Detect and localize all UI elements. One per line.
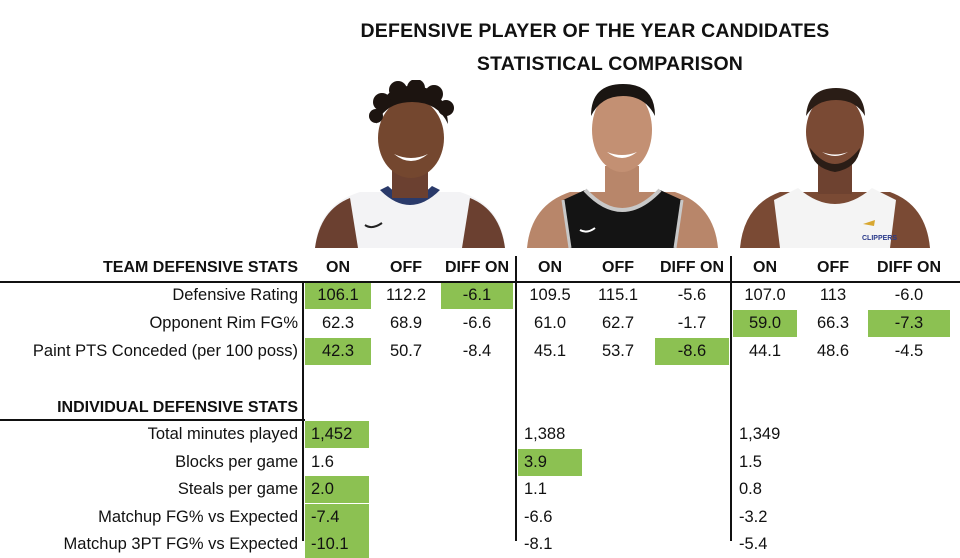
- cell-player-2-off: 53.7: [601, 342, 635, 360]
- page-title: DEFENSIVE PLAYER OF THE YEAR CANDIDATES: [360, 20, 830, 42]
- cell-player-3-on: 59.0: [733, 310, 797, 337]
- header-player-3-diff: DIFF ON: [877, 259, 941, 276]
- cell-player-2-diff: -1.7: [677, 314, 707, 332]
- row-label: Paint PTS Conceded (per 100 poss): [32, 342, 298, 360]
- cell-player-3-off: 113: [819, 286, 847, 304]
- cell-player-3-off: 66.3: [816, 314, 850, 332]
- cell-player-3-diff: -4.5: [894, 342, 924, 360]
- header-player-3-off: OFF: [817, 259, 849, 276]
- player-3-photo: CLIPPERS: [740, 88, 930, 248]
- header-player-1-diff: DIFF ON: [445, 259, 509, 276]
- jersey-text: CLIPPERS: [862, 235, 897, 242]
- player-1-photo: [315, 80, 505, 248]
- row-label: Total minutes played: [147, 425, 298, 443]
- page-subtitle: STATISTICAL COMPARISON: [476, 53, 744, 75]
- cell-player-2-on: 61.0: [533, 314, 567, 332]
- player-2-photo: [527, 84, 718, 248]
- cell-player-1-value: 1.6: [311, 452, 334, 471]
- cell-player-3-on: 107.0: [744, 286, 786, 304]
- cell-player-1-diff: -6.6: [462, 314, 492, 332]
- cell-player-3-diff: -7.3: [868, 310, 950, 337]
- cell-player-2-off: 115.1: [597, 286, 639, 304]
- header-player-2-on: ON: [538, 259, 562, 276]
- cell-player-3-value: 1.5: [739, 452, 762, 471]
- cell-player-2-value: -6.6: [524, 507, 553, 526]
- cell-player-3-value: 0.8: [739, 480, 762, 498]
- team-header-rule: [0, 281, 960, 283]
- cell-player-3-value: -3.2: [739, 507, 768, 526]
- cell-player-1-diff: -8.4: [462, 342, 492, 360]
- row-label: Defensive Rating: [172, 286, 298, 304]
- row-label: Matchup FG% vs Expected: [98, 507, 298, 526]
- cell-player-1-on: 42.3: [305, 338, 371, 365]
- cell-player-1-value: 2.0: [305, 476, 369, 503]
- cell-player-2-value: 1,388: [524, 425, 566, 443]
- divider-player-3: [730, 256, 732, 541]
- cell-player-3-value: 1,349: [739, 425, 781, 443]
- header-player-2-off: OFF: [602, 259, 634, 276]
- cell-player-2-value: 1.1: [524, 480, 547, 498]
- cell-player-1-value: -10.1: [305, 531, 369, 558]
- individual-section-heading: INDIVIDUAL DEFENSIVE STATS: [57, 399, 298, 416]
- cell-player-2-on: 45.1: [533, 342, 567, 360]
- cell-player-3-diff: -6.0: [894, 286, 924, 304]
- header-player-3-on: ON: [753, 259, 777, 276]
- cell-player-2-value: 3.9: [518, 448, 582, 476]
- cell-player-2-value: -8.1: [524, 535, 553, 553]
- cell-player-3-value: -5.4: [739, 535, 768, 553]
- header-player-2-diff: DIFF ON: [660, 259, 724, 276]
- cell-player-1-off: 50.7: [389, 342, 423, 360]
- row-label: Matchup 3PT FG% vs Expected: [63, 535, 298, 553]
- individual-header-rule: [0, 419, 305, 421]
- header-player-1-on: ON: [326, 259, 350, 276]
- row-label: Blocks per game: [175, 452, 298, 471]
- cell-player-1-on: 62.3: [321, 314, 355, 332]
- cell-player-1-value: -7.4: [305, 503, 369, 531]
- cell-player-3-off: 48.6: [816, 342, 850, 360]
- divider-labels: [302, 282, 304, 541]
- divider-player-2: [515, 256, 517, 541]
- cell-player-1-diff: -6.1: [441, 282, 513, 309]
- cell-player-2-diff: -8.6: [655, 338, 729, 365]
- cell-player-2-off: 62.7: [601, 314, 635, 332]
- header-player-1-off: OFF: [390, 259, 422, 276]
- cell-player-1-on: 106.1: [305, 282, 371, 309]
- cell-player-1-off: 68.9: [389, 314, 423, 332]
- cell-player-2-on: 109.5: [529, 286, 571, 304]
- cell-player-2-diff: -5.6: [677, 286, 707, 304]
- team-section-heading: TEAM DEFENSIVE STATS: [103, 259, 298, 276]
- cell-player-1-off: 112.2: [385, 286, 427, 304]
- row-label: Opponent Rim FG%: [149, 314, 298, 332]
- cell-player-3-on: 44.1: [748, 342, 782, 360]
- row-label: Steals per game: [177, 480, 298, 498]
- cell-player-1-value: 1,452: [305, 421, 369, 448]
